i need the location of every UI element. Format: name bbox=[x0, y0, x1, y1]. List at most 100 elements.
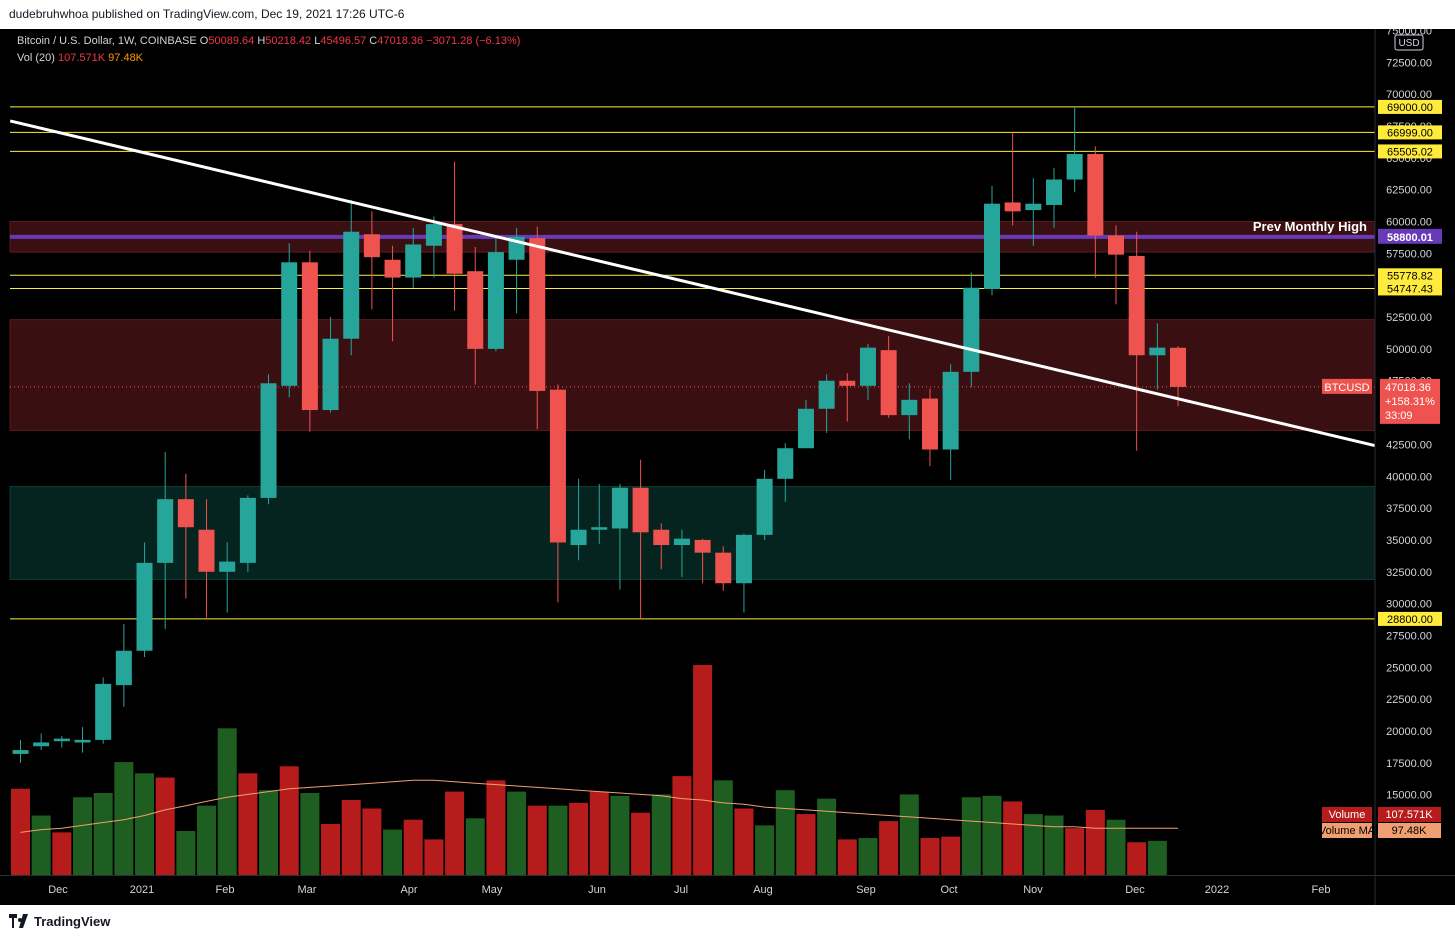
currency-badge bbox=[1394, 34, 1424, 51]
candle-body bbox=[756, 478, 773, 535]
candle-body bbox=[239, 497, 256, 563]
candle-body bbox=[281, 262, 298, 386]
volume-bar bbox=[899, 794, 919, 876]
last-price-tag bbox=[1380, 378, 1440, 424]
vol-label: Vol (20) bbox=[17, 52, 55, 64]
volume-bar bbox=[362, 808, 382, 876]
volume-bar bbox=[300, 793, 320, 876]
y-tick-label: 60000.00 bbox=[1386, 217, 1432, 229]
x-tick-label: Mar bbox=[298, 884, 317, 896]
price-axis bbox=[1375, 29, 1455, 905]
level-price-tag bbox=[1378, 268, 1442, 283]
volume-value-label: 97.48K bbox=[1392, 825, 1428, 837]
candle-body bbox=[529, 238, 546, 391]
price-chart[interactable]: Prev Monthly High 75000.00 72500.00 70000.0… bbox=[0, 29, 1455, 905]
candle-body bbox=[74, 739, 91, 743]
volume-bar bbox=[569, 802, 589, 876]
volume-bar bbox=[610, 795, 630, 876]
low-label: L bbox=[314, 35, 321, 47]
candle-body bbox=[818, 380, 835, 409]
change-value: −3071.28 (−6.13%) bbox=[426, 35, 521, 47]
y-tick-label: 75000.00 bbox=[1386, 29, 1432, 38]
volume-bar bbox=[176, 830, 196, 876]
level-price-tag bbox=[1378, 125, 1442, 140]
candle-body bbox=[136, 562, 153, 651]
volume-bar bbox=[114, 762, 134, 876]
candle-body bbox=[715, 552, 732, 584]
close-label: C bbox=[369, 35, 378, 47]
candle-body bbox=[1004, 202, 1021, 212]
y-tick-label: 70000.00 bbox=[1386, 89, 1432, 101]
y-tick-label: 52500.00 bbox=[1386, 312, 1432, 324]
y-tick-label: 30000.00 bbox=[1386, 599, 1432, 611]
candle-body bbox=[777, 448, 794, 479]
level-price-tag bbox=[1378, 611, 1442, 626]
volume-ma-line bbox=[20, 779, 1178, 833]
level-price-label: 69000.00 bbox=[1387, 102, 1433, 114]
candle-body bbox=[694, 539, 711, 553]
zone-resistance bbox=[9, 319, 1376, 431]
volume-bar bbox=[548, 805, 568, 876]
volume-name-tag bbox=[1322, 807, 1372, 822]
candle-body bbox=[425, 224, 442, 246]
x-tick-label: Feb bbox=[1312, 884, 1331, 896]
level-price-label: 66999.00 bbox=[1387, 127, 1433, 139]
last-price-value: 47018.36 bbox=[1385, 382, 1431, 394]
x-tick-label: Apr bbox=[400, 884, 417, 896]
open-label: O bbox=[199, 35, 209, 47]
volume-bar bbox=[920, 838, 940, 876]
open-value: 50089.64 bbox=[208, 35, 255, 47]
footer-bar: TradingView bbox=[0, 905, 1455, 939]
candle-body bbox=[983, 203, 1000, 290]
volume-bar bbox=[383, 829, 403, 876]
volume-bar bbox=[796, 814, 816, 876]
volume-value-label: 107.571K bbox=[1385, 809, 1433, 821]
volume-bar bbox=[961, 797, 981, 876]
level-price-tag bbox=[1378, 144, 1442, 159]
volume-bar bbox=[1065, 828, 1085, 876]
y-tick-label: 72500.00 bbox=[1386, 57, 1432, 69]
trendline bbox=[9, 119, 1381, 449]
x-tick-label: Dec bbox=[1125, 884, 1145, 896]
volume-bar bbox=[589, 791, 609, 876]
candle-body bbox=[260, 383, 277, 498]
vol-value: 107.571K bbox=[57, 52, 106, 64]
y-tick-label: 32500.00 bbox=[1386, 567, 1432, 579]
candle-body bbox=[591, 527, 608, 530]
candle-body bbox=[301, 262, 318, 411]
low-value: 45496.57 bbox=[320, 35, 367, 47]
volume-name-label: Volume MA bbox=[1319, 825, 1376, 837]
candle-body bbox=[198, 529, 215, 572]
candle-body bbox=[797, 408, 814, 449]
y-tick-label: 37500.00 bbox=[1386, 503, 1432, 515]
publisher-text: dudebruhwhoa published on TradingView.co… bbox=[9, 7, 405, 21]
volume-bar bbox=[321, 823, 341, 876]
candle-body bbox=[549, 389, 566, 543]
x-tick-label: May bbox=[482, 884, 503, 896]
candle-body bbox=[219, 561, 236, 572]
candle-body bbox=[343, 231, 360, 339]
publisher-bar: dudebruhwhoa published on TradingView.co… bbox=[0, 0, 1455, 29]
level-price-label: 28800.00 bbox=[1387, 614, 1433, 626]
volume-bar bbox=[424, 839, 444, 876]
candle-body bbox=[467, 271, 484, 349]
candle-body bbox=[735, 534, 752, 584]
candle-body bbox=[1087, 154, 1104, 236]
candle-body bbox=[1025, 203, 1042, 211]
tradingview-logo-icon bbox=[9, 914, 28, 928]
candle-body bbox=[95, 683, 112, 740]
zone-support bbox=[9, 485, 1376, 580]
volume-bar bbox=[238, 773, 258, 876]
candle-body bbox=[839, 380, 856, 386]
symbol-title: Bitcoin / U.S. Dollar, 1W, COINBASE bbox=[17, 35, 197, 47]
volume-bar bbox=[734, 808, 754, 876]
volume-bar bbox=[279, 766, 299, 876]
volume-bar bbox=[1127, 842, 1147, 876]
candle-body bbox=[1128, 255, 1145, 356]
high-label: H bbox=[257, 35, 266, 47]
volume-value-tag bbox=[1378, 823, 1441, 838]
last-price-change: +158.31% bbox=[1385, 396, 1435, 408]
candle-body bbox=[611, 487, 628, 529]
prev-monthly-high-tag bbox=[1378, 228, 1442, 244]
candle-body bbox=[157, 499, 174, 563]
